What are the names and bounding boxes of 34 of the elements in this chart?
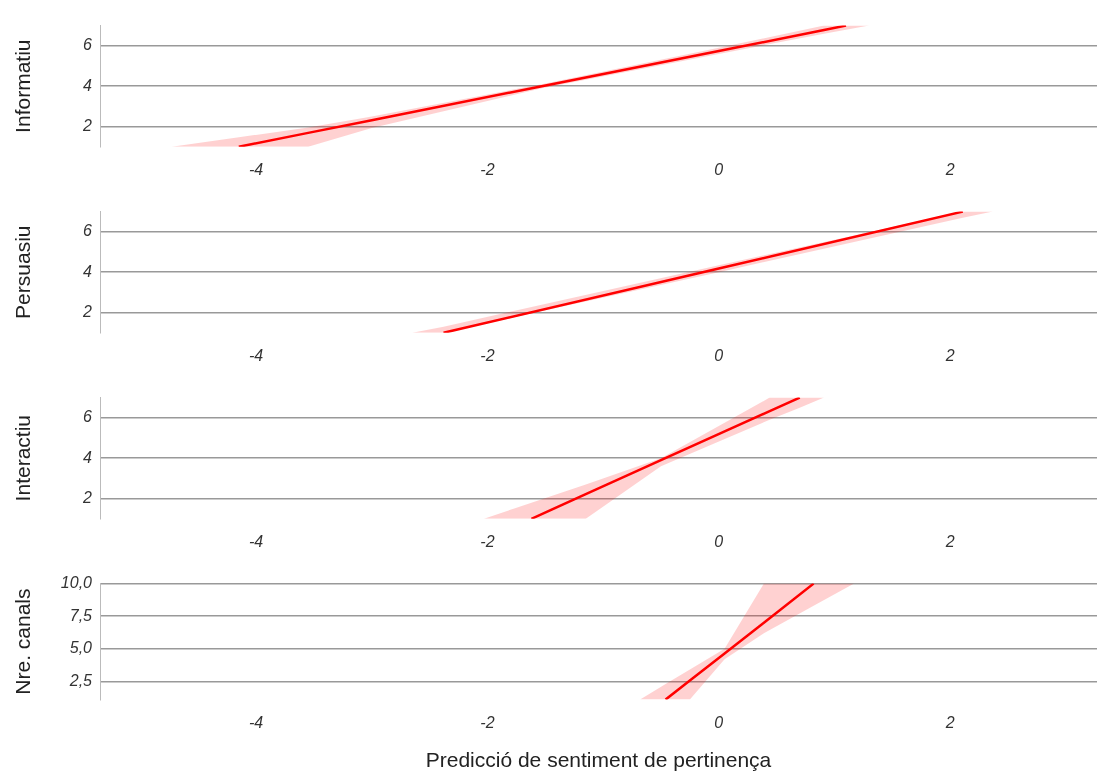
y-axis-title: Informatiu xyxy=(11,39,35,133)
x-tick-label: -2 xyxy=(480,346,495,364)
y-tick-label: 6 xyxy=(83,36,93,54)
x-tick-label: 0 xyxy=(714,532,724,550)
y-axis-title: Persuasiu xyxy=(11,225,35,319)
x-tick-label: 0 xyxy=(714,346,724,364)
y-axis-title: Nre. canals xyxy=(11,588,35,695)
y-axis-title: Interactiu xyxy=(11,415,35,502)
y-tick-label: 6 xyxy=(83,408,93,426)
y-tick-label: 2 xyxy=(82,303,93,321)
x-tick-label: -2 xyxy=(480,160,495,178)
x-axis-title: Predicció de sentiment de pertinença xyxy=(425,748,772,772)
x-tick-label: -2 xyxy=(480,532,495,550)
y-tick-label: 2 xyxy=(82,489,93,507)
x-tick-label: -4 xyxy=(249,160,264,178)
y-tick-label: 4 xyxy=(83,76,93,94)
x-tick-label: 2 xyxy=(944,532,955,550)
x-tick-label: 2 xyxy=(944,160,955,178)
y-tick-label: 5,0 xyxy=(69,639,93,657)
y-tick-label: 4 xyxy=(83,262,93,280)
x-tick-label: 2 xyxy=(944,346,955,364)
x-tick-label: -4 xyxy=(249,532,264,550)
x-tick-label: 0 xyxy=(714,713,724,731)
y-tick-label: 7,5 xyxy=(69,606,93,624)
y-tick-label: 6 xyxy=(83,222,93,240)
y-tick-label: 2,5 xyxy=(68,671,93,689)
y-tick-label: 4 xyxy=(83,448,93,466)
y-tick-label: 10,0 xyxy=(60,574,93,592)
y-tick-label: 2 xyxy=(82,117,93,135)
x-tick-label: -4 xyxy=(249,713,264,731)
x-tick-label: 2 xyxy=(944,713,955,731)
x-tick-label: -2 xyxy=(480,713,495,731)
x-tick-label: 0 xyxy=(714,160,724,178)
x-tick-label: -4 xyxy=(249,346,264,364)
